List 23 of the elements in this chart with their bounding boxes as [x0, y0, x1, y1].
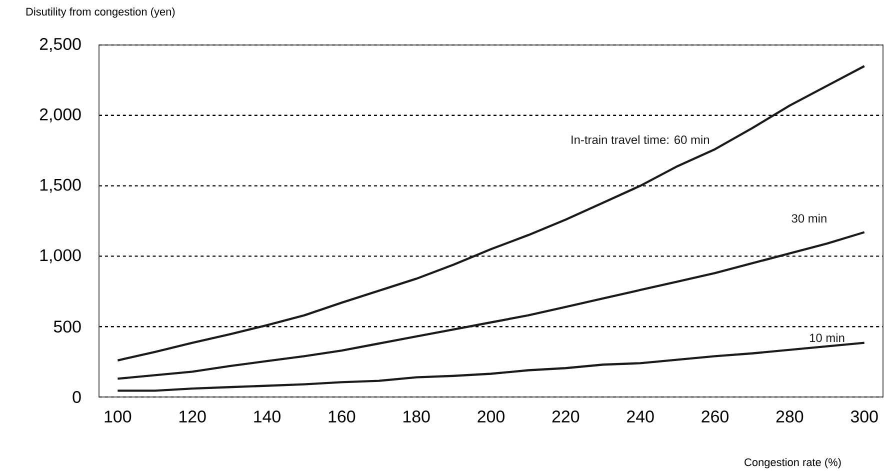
y-tick-label: 2,000 [40, 108, 81, 122]
x-tick-label: 100 [104, 410, 132, 423]
x-tick-label: 120 [180, 410, 206, 423]
y-tick-label: 2,500 [40, 38, 81, 52]
y-axis-title: Disutility from congestion (yen) [26, 8, 175, 18]
x-axis-title: Congestion rate (%) [744, 458, 841, 468]
x-tick-label: 180 [404, 410, 430, 423]
y-tick-label: 1,000 [40, 249, 81, 264]
x-tick-label: 300 [850, 410, 878, 423]
series-label: In-train travel time: 60 min [572, 135, 710, 144]
y-tick-label: 500 [54, 320, 81, 333]
x-tick-label: 220 [552, 410, 580, 423]
x-tick-label: 260 [702, 410, 728, 423]
x-tick-label: 200 [478, 410, 504, 423]
series-label: 10 min [810, 333, 844, 342]
x-tick-label: 280 [776, 410, 804, 423]
x-tick-label: 240 [627, 410, 654, 423]
series-label: 30 min [792, 214, 826, 223]
x-tick-label: 140 [254, 410, 280, 423]
y-tick-label: 1,500 [40, 178, 81, 193]
x-tick-label: 160 [328, 410, 356, 423]
line-series [116, 65, 866, 362]
y-tick-label: 0 [72, 391, 81, 403]
